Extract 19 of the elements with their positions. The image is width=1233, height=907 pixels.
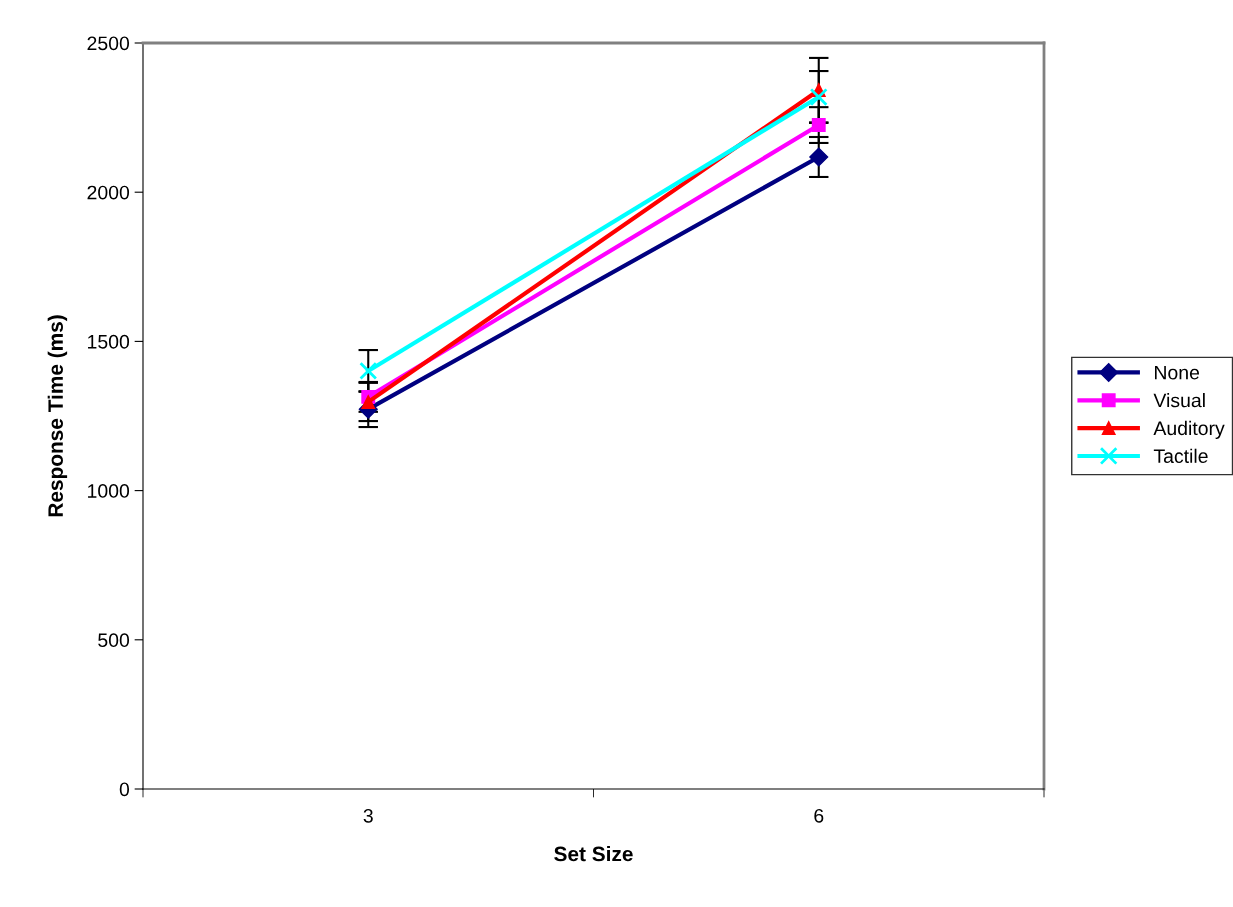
legend-label: Auditory [1153, 420, 1225, 439]
y-tick-label: 2000 [87, 185, 130, 200]
point [359, 361, 378, 380]
point [809, 147, 829, 167]
point [811, 118, 826, 133]
y-tick-label: 0 [119, 782, 130, 797]
y-tick-label: 2500 [87, 36, 130, 51]
x-tick-label: 3 [363, 808, 373, 823]
x-tick-label: 6 [814, 808, 824, 823]
point [361, 395, 376, 409]
y-tick-label: 500 [98, 633, 130, 648]
y-axis-title: Response Time (ms) [47, 315, 68, 517]
x-axis-title: Set Size [554, 846, 633, 862]
point [809, 87, 828, 107]
legend-label: Visual [1153, 393, 1205, 408]
legend-label: None [1155, 365, 1200, 380]
y-tick-label: 1000 [88, 484, 130, 498]
y-tick-label: 1500 [88, 334, 130, 349]
legend-label: Tactile [1153, 448, 1208, 463]
